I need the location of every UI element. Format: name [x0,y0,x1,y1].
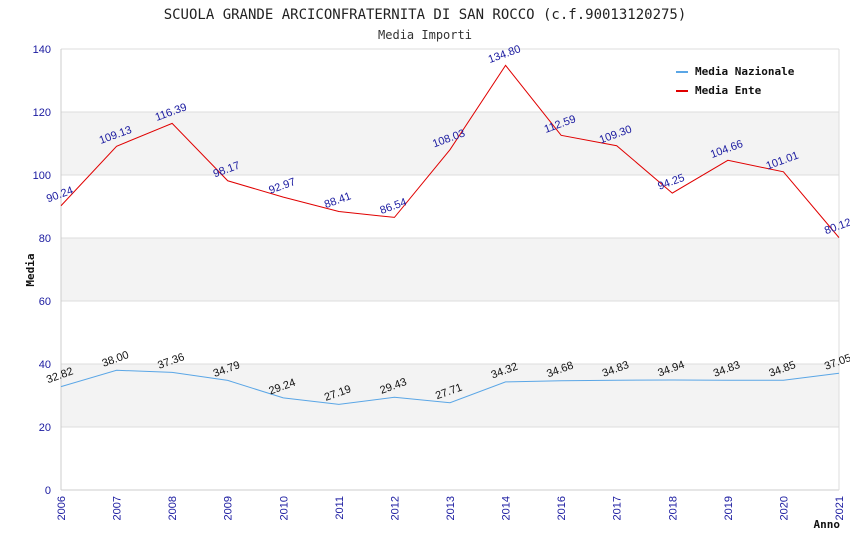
series-line-media-ente [60,64,840,238]
y-tick-labels: 0 20 40 60 80 100 120 140 [33,44,51,497]
x-tick-labels: 2006 2007 2008 2009 2010 2011 2012 2013 2014 2016… [56,496,846,520]
x-tick-label: 2010 [278,496,290,520]
x-tick-label: 2009 [223,496,235,520]
legend-label-nazionale: Media Nazionale [695,65,795,78]
plot-band [61,238,839,301]
x-tick-label: 2019 [723,496,735,520]
legend-label-ente: Media Ente [695,84,762,97]
y-tick-label: 140 [33,44,51,56]
series-lines [60,64,840,405]
x-axis-label: Anno [814,518,841,531]
x-tick-label: 2012 [389,496,401,520]
plot-bands [61,49,839,490]
y-tick-label: 0 [45,485,51,497]
plot-band [61,427,839,490]
x-tick-label: 2014 [501,496,513,520]
x-tick-label: 2018 [667,496,679,520]
plot-band [61,175,839,238]
x-tick-label: 2008 [167,496,179,520]
x-tick-label: 2021 [834,496,846,520]
y-tick-label: 80 [39,233,51,245]
y-tick-label: 60 [39,296,51,308]
chart-subtitle: Media Importi [378,28,472,42]
series-line-media-nazionale [60,369,840,405]
plot-band [61,49,839,112]
y-tick-label: 120 [33,107,51,119]
x-tick-label: 2013 [445,496,457,520]
x-tick-label: 2020 [778,496,790,520]
x-tick-label: 2017 [612,496,624,520]
plot-band [61,301,839,364]
x-tick-label: 2007 [112,496,124,520]
x-tick-label: 2006 [56,496,68,520]
y-axis-label: Media [24,253,37,286]
axes [60,49,840,491]
chart-title: SCUOLA GRANDE ARCICONFRATERNITA DI SAN R… [164,7,687,23]
plot-band [61,112,839,175]
y-tick-label: 20 [39,422,51,434]
plot-band [61,364,839,427]
x-tick-label: 2011 [334,496,346,520]
x-tick-label: 2016 [556,496,568,520]
y-tick-label: 100 [33,170,51,182]
legend: Media Nazionale Media Ente [676,65,795,97]
y-tick-label: 40 [39,359,51,371]
